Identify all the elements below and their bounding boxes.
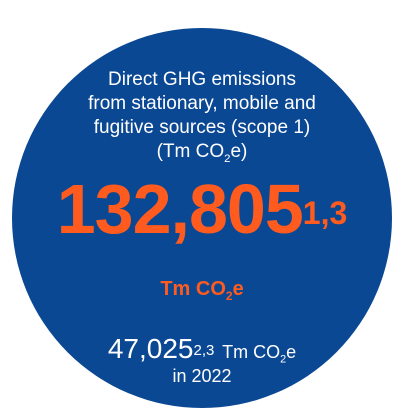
- unit-text: e): [230, 141, 248, 162]
- unit-subscript: 2: [280, 353, 287, 366]
- unit-text: e: [286, 342, 297, 362]
- description-line: fugitive sources (scope 1): [93, 117, 311, 138]
- unit-subscript: 2: [225, 289, 233, 303]
- unit-text: Tm CO: [160, 278, 226, 300]
- circle-background: [12, 28, 392, 408]
- description: Direct GHG emissions from stationary, mo…: [0, 68, 404, 171]
- unit-text: (Tm CO: [156, 141, 225, 162]
- main-unit: Tm CO2e: [0, 278, 404, 303]
- description-line: from stationary, mobile and: [88, 93, 316, 114]
- footnote: 1,3: [302, 195, 348, 231]
- value: 132,805: [56, 170, 304, 248]
- unit-subscript: 2: [224, 152, 231, 165]
- description-unit: (Tm CO2e): [0, 140, 404, 171]
- previous-period: in 2022: [172, 366, 232, 386]
- unit-text: Tm CO: [222, 342, 281, 362]
- unit-text: e: [232, 278, 244, 300]
- footnote: 2,3: [193, 342, 215, 359]
- main-value: 132,8051,3: [0, 172, 404, 246]
- previous-unit: Tm CO2e: [222, 342, 297, 366]
- previous-value: 47,0252,3 Tm CO2e: [0, 334, 404, 375]
- description-line: Direct GHG emissions: [108, 69, 296, 90]
- value: 47,025: [107, 333, 194, 364]
